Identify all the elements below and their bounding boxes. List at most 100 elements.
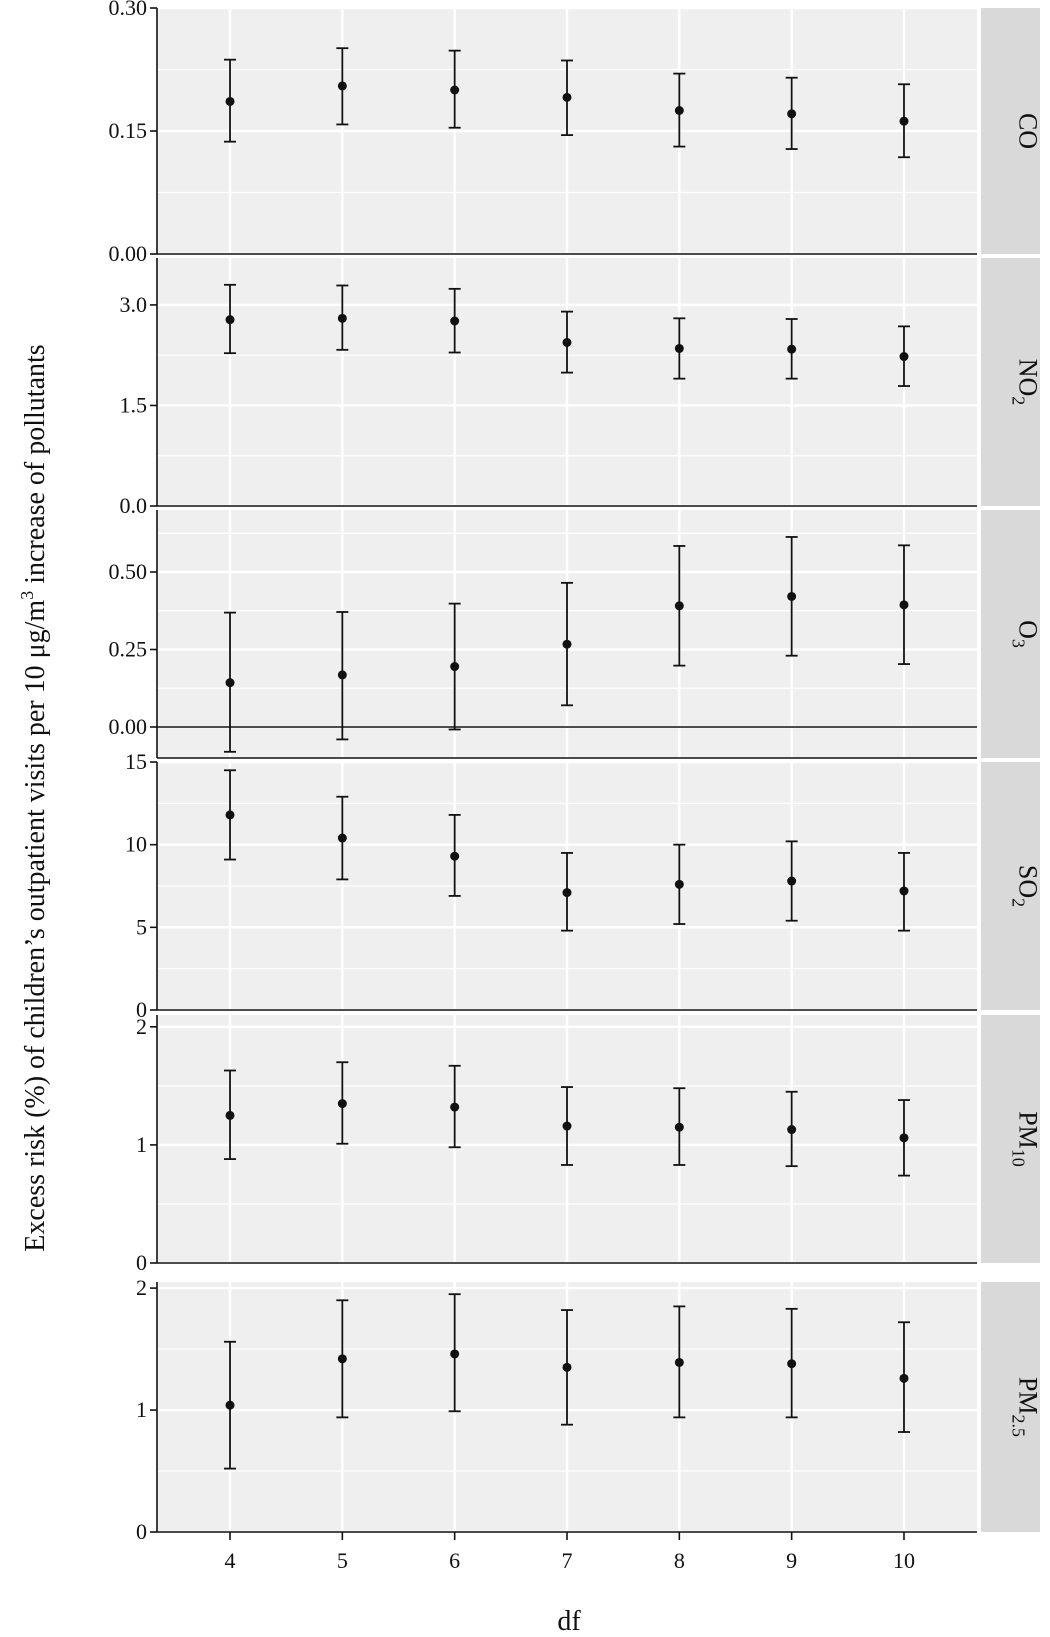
- data-point-group: [785, 76, 798, 150]
- data-point-group: [224, 1340, 237, 1470]
- facet-4: 0 5 10 15 SO2: [125, 749, 1043, 1022]
- y-axis-title-rest: increase of pollutants: [20, 344, 51, 590]
- data-point-group: [785, 536, 798, 657]
- data-point-group: [561, 1086, 573, 1166]
- facet-strip-label-main: PM: [1014, 1111, 1043, 1149]
- data-point-group: [448, 1064, 461, 1149]
- data-point: [562, 1362, 572, 1372]
- data-point-group: [448, 287, 461, 354]
- data-point-group: [897, 1099, 910, 1177]
- data-point: [450, 662, 460, 672]
- x-axis: 4 5 6 7 8 9 10: [225, 1532, 915, 1573]
- data-point-group: [336, 47, 349, 126]
- facet-strip-label-main: CO: [1014, 113, 1043, 149]
- facet-strip-label-subscript: 10: [1009, 1149, 1029, 1167]
- data-point: [787, 1125, 797, 1135]
- facet-strip-label-subscript: 2: [1009, 898, 1029, 907]
- data-point: [450, 85, 460, 95]
- y-axis-title-superscript: 3: [17, 591, 37, 600]
- y-tick-label: 0.0: [120, 493, 148, 518]
- x-tick-label: 6: [449, 1548, 460, 1573]
- facet-strip: [981, 1282, 1040, 1532]
- facet-strip-label-main: PM: [1014, 1377, 1043, 1415]
- data-point: [337, 313, 347, 323]
- data-point: [225, 1400, 235, 1410]
- data-point: [225, 810, 235, 820]
- chart-panels: 0.000.150.30CO0.01.53.0NO20.000.250.50O3…: [109, 0, 1043, 1544]
- data-point-group: [336, 284, 349, 351]
- data-point-group: [561, 310, 573, 374]
- data-point: [899, 600, 909, 610]
- data-point: [337, 833, 347, 843]
- y-tick-label: 0.30: [109, 0, 148, 20]
- data-point: [899, 886, 909, 896]
- data-point-group: [897, 83, 910, 159]
- data-point-group: [561, 581, 573, 707]
- data-point-group: [673, 545, 686, 667]
- data-point-group: [448, 602, 461, 731]
- data-point-group: [336, 1299, 349, 1419]
- facet-strip: [981, 8, 1040, 254]
- y-tick-label: 0: [136, 997, 147, 1022]
- data-point-group: [336, 1061, 349, 1145]
- data-point-group: [785, 318, 798, 380]
- data-point: [562, 92, 572, 102]
- data-point-group: [448, 814, 461, 897]
- y-tick-label: 0.50: [109, 559, 148, 584]
- facet-1: 0.00 0.15 0.30 CO: [109, 0, 1043, 266]
- facet-strip-label: PM10: [1009, 1111, 1043, 1167]
- data-point: [899, 1133, 909, 1143]
- y-tick-label: 0: [136, 1250, 147, 1275]
- data-point-group: [224, 1069, 237, 1160]
- data-point: [674, 879, 684, 889]
- x-tick-label: 9: [786, 1548, 797, 1573]
- data-point-group: [561, 1309, 573, 1426]
- data-point: [674, 601, 684, 611]
- x-tick-label: 10: [893, 1548, 915, 1573]
- data-point: [787, 1359, 797, 1369]
- y-tick-label: 1: [136, 1132, 147, 1157]
- x-tick-label: 8: [674, 1548, 685, 1573]
- data-point-group: [673, 843, 686, 925]
- y-axis-title-main: Excess risk (%) of children’s outpatient…: [20, 600, 51, 1252]
- y-tick-label: 2: [136, 1014, 147, 1039]
- data-point: [450, 851, 460, 861]
- facet-5: 0 1 2 PM10: [136, 1014, 1043, 1275]
- data-point: [562, 337, 572, 347]
- x-tick-label: 5: [337, 1548, 348, 1573]
- data-point: [225, 315, 235, 325]
- data-point-group: [224, 611, 237, 753]
- data-point: [337, 81, 347, 91]
- y-tick-label: 0.00: [109, 241, 148, 266]
- data-point-group: [561, 59, 573, 137]
- data-point: [899, 352, 909, 362]
- data-point: [899, 1373, 909, 1383]
- x-tick-label: 4: [225, 1548, 236, 1573]
- data-point-group: [785, 1307, 798, 1419]
- data-point-group: [336, 611, 349, 741]
- facet-strip-label-subscript: 2: [1009, 396, 1029, 405]
- data-point: [787, 344, 797, 354]
- y-tick-label: 3.0: [120, 292, 148, 317]
- data-point: [337, 670, 347, 680]
- y-tick-label: 0.25: [109, 637, 148, 662]
- data-point: [674, 1122, 684, 1132]
- facet-strip-label: CO: [1014, 113, 1043, 149]
- data-point-group: [561, 852, 573, 932]
- facet-strip-label-main: O: [1014, 620, 1043, 639]
- data-point: [337, 1099, 347, 1109]
- y-tick-label: 15: [125, 749, 147, 774]
- facet-strip: [981, 510, 1040, 758]
- data-point-group: [897, 544, 910, 665]
- data-point: [674, 343, 684, 353]
- data-point-group: [448, 49, 461, 129]
- data-point-group: [897, 852, 910, 932]
- data-point-group: [673, 1305, 686, 1419]
- y-axis-title: Excess risk (%) of children’s outpatient…: [17, 344, 51, 1251]
- data-point-group: [224, 58, 237, 143]
- data-point: [450, 1102, 460, 1112]
- data-point-group: [224, 769, 237, 861]
- facet-strip-label: O3: [1009, 620, 1043, 648]
- data-point: [225, 1110, 235, 1120]
- y-tick-label: 0.00: [109, 714, 148, 739]
